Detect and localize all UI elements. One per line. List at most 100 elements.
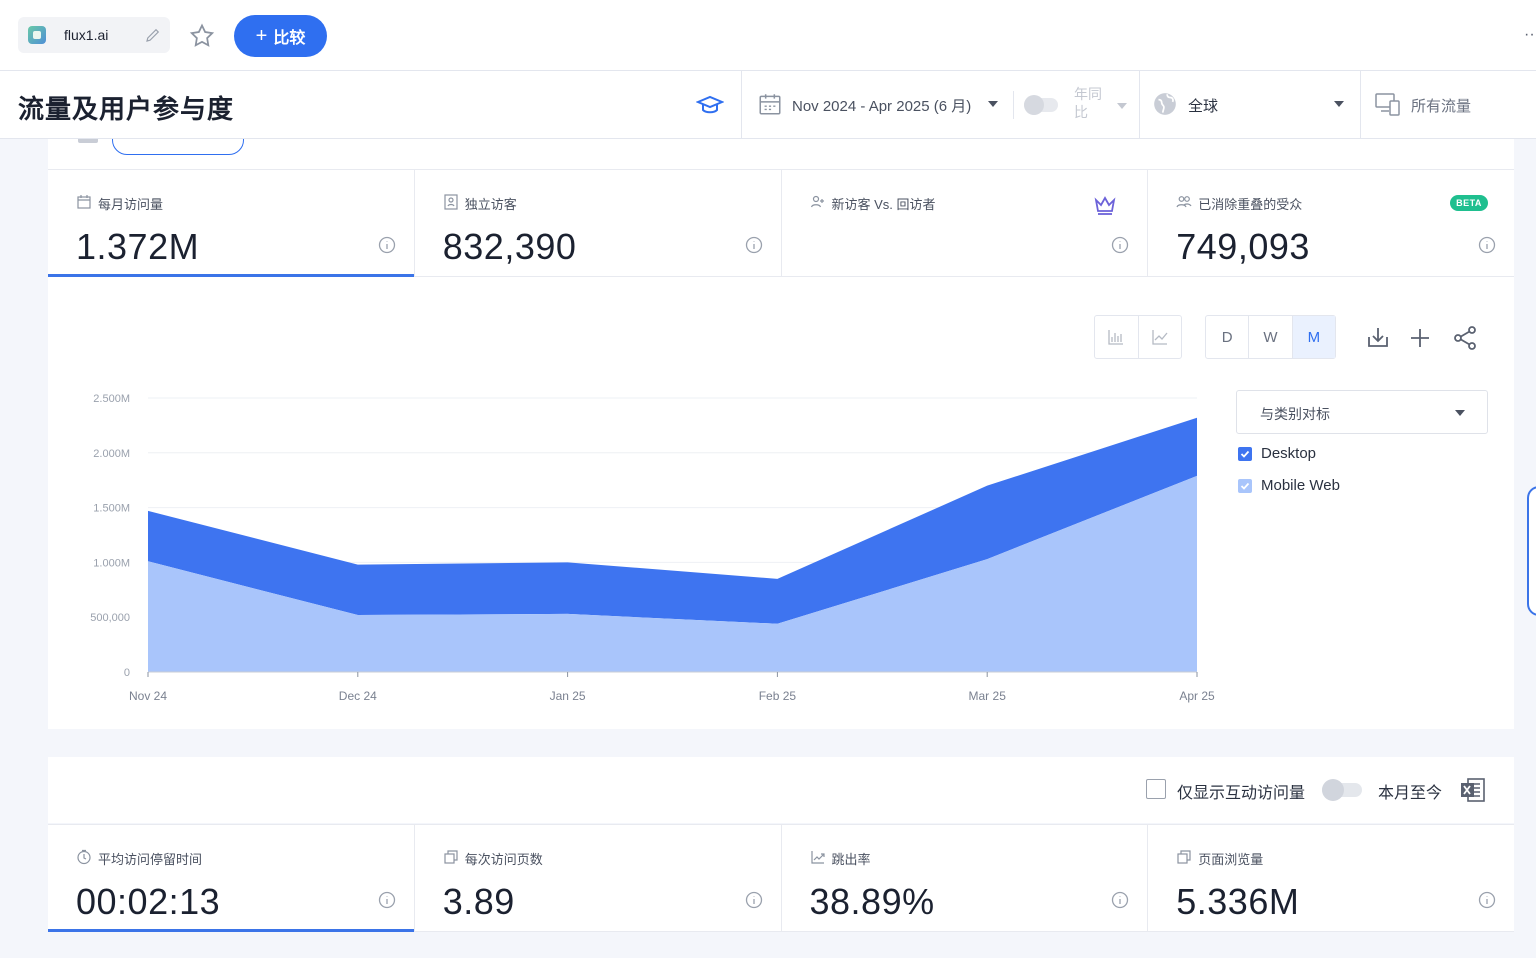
metric-card-pages-per-visit[interactable]: 每次访问页数 3.89 (415, 825, 782, 931)
metric-card-avg-visit-duration[interactable]: 平均访问停留时间 00:02:13 (48, 825, 415, 932)
x-tick-label: Jan 25 (550, 689, 586, 703)
devices-icon (1375, 93, 1400, 116)
month-to-date-toggle[interactable] (1322, 779, 1362, 801)
benchmark-dropdown[interactable]: 与类别对标 (1236, 390, 1488, 434)
metrics-bottom-row: 平均访问停留时间 00:02:13 每次访问页数 3.89 跳出率 38.89%… (48, 824, 1514, 932)
beta-badge: BETA (1450, 195, 1488, 211)
pencil-icon[interactable] (144, 26, 162, 44)
metric-label: 每次访问页数 (464, 852, 543, 867)
x-tick-label: Mar 25 (969, 689, 1007, 703)
bar-chart-icon[interactable] (1095, 316, 1139, 358)
more-options-icon[interactable]: ·· (1524, 26, 1535, 43)
date-range-selector[interactable]: Nov 2024 - Apr 2025 (6 月) (792, 98, 972, 115)
yoy-label: 年同比 (1074, 86, 1102, 120)
granularity-week-button[interactable]: W (1249, 316, 1293, 358)
info-icon[interactable] (1478, 236, 1496, 254)
excel-export-icon[interactable] (1459, 776, 1487, 804)
info-icon[interactable] (1478, 891, 1496, 909)
star-icon[interactable] (188, 22, 216, 50)
metric-value: 5.336M (1176, 881, 1300, 922)
legend-label: Desktop (1261, 445, 1317, 462)
month-to-date-label: 本月至今 (1378, 785, 1443, 802)
person-card-icon (444, 194, 458, 210)
info-icon[interactable] (745, 891, 763, 909)
users-icon (1176, 196, 1192, 208)
engaged-visits-checkbox[interactable] (1146, 779, 1166, 799)
info-icon[interactable] (378, 236, 396, 254)
metric-card-monthly-visits[interactable]: 每月访问量 1.372M (48, 170, 415, 277)
metric-label: 已消除重叠的受众 (1198, 197, 1303, 212)
site-chip[interactable]: flux1.ai (18, 17, 170, 53)
y-tick-label: 2.000M (93, 448, 130, 460)
y-tick-label: 0 (124, 667, 130, 679)
x-tick-label: Apr 25 (1179, 689, 1215, 703)
y-tick-label: 500,000 (90, 612, 130, 624)
page-header: 流量及用户参与度 Nov 2024 - Apr 2025 (6 月) 年同比 全… (0, 71, 1536, 139)
metric-label: 跳出率 (831, 852, 871, 867)
traffic-source-selector[interactable]: 所有流量 (1411, 98, 1472, 115)
clock-icon (77, 849, 91, 865)
yoy-toggle[interactable] (1024, 95, 1058, 115)
chevron-down-icon[interactable] (988, 101, 998, 107)
metric-card-deduplicated-audience[interactable]: 已消除重叠的受众 BETA 749,093 (1148, 170, 1514, 276)
granularity-day-button[interactable]: D (1206, 316, 1250, 358)
header-divider (1013, 91, 1014, 119)
side-panel-handle[interactable] (1527, 486, 1536, 616)
metric-label: 新访客 Vs. 回访者 (831, 197, 936, 212)
x-tick-label: Dec 24 (339, 689, 377, 703)
chevron-down-icon[interactable] (1117, 103, 1127, 109)
granularity-month-button[interactable]: M (1292, 316, 1335, 358)
share-icon[interactable] (1452, 325, 1478, 351)
metric-label: 每月访问量 (98, 197, 164, 212)
globe-icon (1154, 93, 1176, 115)
scrolled-pill-button[interactable] (112, 139, 244, 155)
metric-label: 页面浏览量 (1198, 852, 1264, 867)
add-icon[interactable] (1407, 325, 1433, 351)
metric-value: 749,093 (1176, 226, 1310, 267)
calendar-icon[interactable] (757, 91, 783, 117)
granularity-toggle: D W M (1205, 315, 1336, 359)
checkbox-checked-icon (1238, 478, 1252, 493)
download-icon[interactable] (1365, 325, 1391, 351)
crown-icon[interactable] (1093, 194, 1117, 216)
compare-label: 比较 (273, 30, 306, 47)
chevron-down-icon[interactable] (1334, 101, 1344, 107)
region-selector[interactable]: 全球 (1188, 98, 1219, 115)
info-icon[interactable] (1111, 891, 1129, 909)
chevron-down-icon (1455, 410, 1465, 416)
y-tick-label: 2.500M (93, 393, 130, 405)
compare-button[interactable]: + 比较 (234, 15, 327, 57)
bounce-icon (810, 851, 825, 864)
metric-label: 独立访客 (464, 197, 517, 212)
calendar-icon (77, 195, 91, 209)
pages-icon (1177, 850, 1191, 864)
x-tick-label: Feb 25 (759, 689, 797, 703)
metric-card-unique-visitors[interactable]: 独立访客 832,390 (415, 170, 782, 276)
engaged-visits-label: 仅显示互动访问量 (1177, 785, 1306, 802)
header-divider (741, 71, 742, 139)
metric-card-new-vs-returning[interactable]: 新访客 Vs. 回访者 (782, 170, 1149, 276)
scrolled-under-strip (48, 139, 1514, 169)
info-icon[interactable] (745, 236, 763, 254)
metric-value: 1.372M (76, 226, 200, 267)
graduation-cap-icon[interactable] (696, 93, 724, 117)
legend-item-mobile-web[interactable]: Mobile Web (1238, 477, 1340, 494)
metric-card-bounce-rate[interactable]: 跳出率 38.89% (782, 825, 1149, 931)
line-chart-icon[interactable] (1139, 316, 1182, 358)
add-user-icon (810, 195, 824, 208)
traffic-chart-panel: 0 500,000 1.000M 1.500M 2.000M 2.500M Nov 24 De… (48, 277, 1514, 729)
site-name: flux1.ai (64, 27, 109, 43)
metrics-top-row: 每月访问量 1.372M 独立访客 832,390 新访客 Vs. 回访者 已消… (48, 169, 1514, 277)
y-tick-label: 1.000M (93, 557, 130, 569)
metric-label: 平均访问停留时间 (98, 852, 203, 867)
legend-label: Mobile Web (1261, 477, 1340, 494)
metric-value: 3.89 (442, 881, 515, 922)
metric-card-page-views[interactable]: 页面浏览量 5.336M (1148, 825, 1514, 931)
site-favicon-icon (28, 26, 46, 44)
benchmark-label: 与类别对标 (1260, 406, 1330, 422)
legend-item-desktop[interactable]: Desktop (1238, 445, 1316, 462)
info-icon[interactable] (378, 891, 396, 909)
series-area-mobile-web (148, 475, 1197, 672)
metric-value: 38.89% (809, 881, 935, 922)
info-icon[interactable] (1111, 236, 1129, 254)
